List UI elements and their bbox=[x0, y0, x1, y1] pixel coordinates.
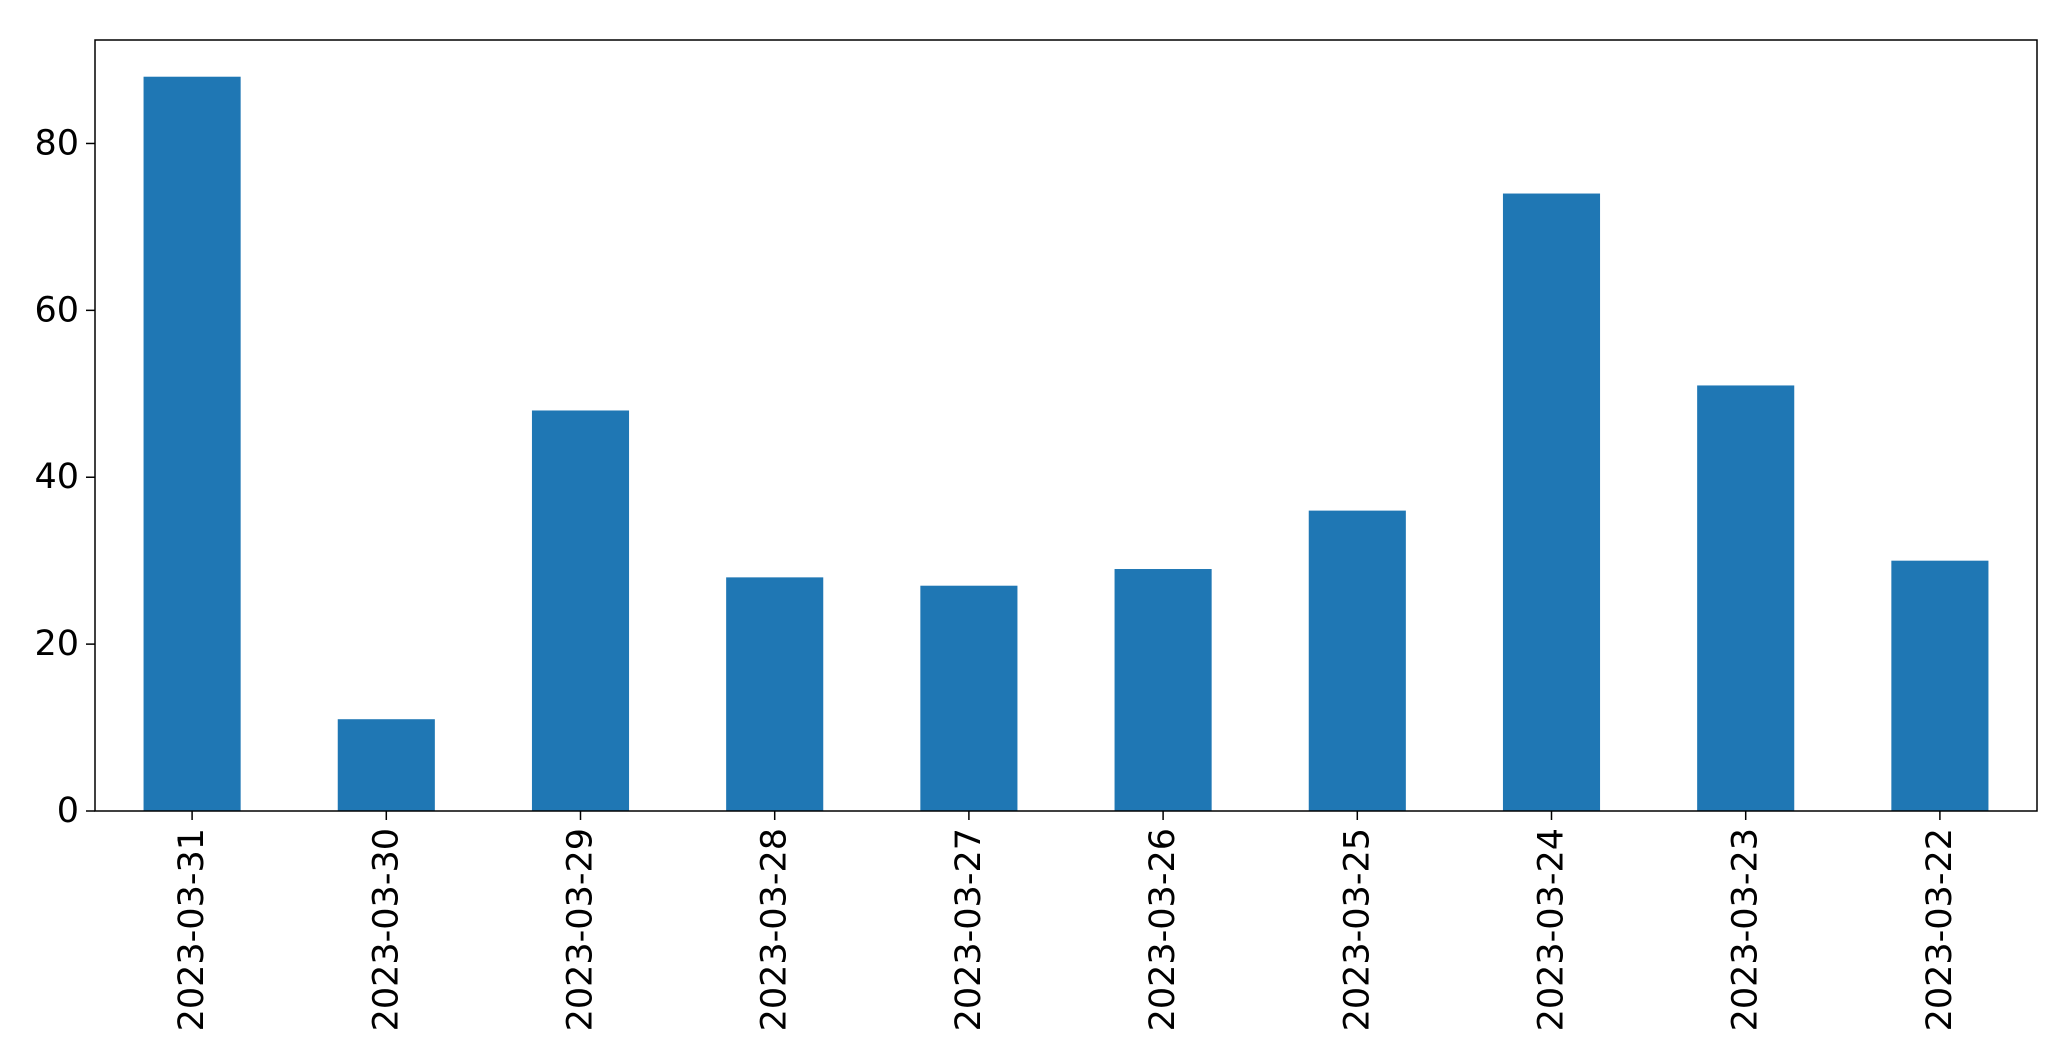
bars-group bbox=[143, 76, 1989, 811]
x-axis: 2023-03-31 2023-03-30 2023-03-29 2023-03-28… bbox=[172, 811, 1960, 1031]
y-axis: 0 20 40 60 80 bbox=[34, 123, 95, 831]
x-tick-label: 2023-03-26 bbox=[1143, 828, 1183, 1031]
x-tick-label: 2023-03-24 bbox=[1532, 828, 1572, 1031]
y-tick-label: 80 bbox=[34, 123, 79, 163]
x-tick-label: 2023-03-28 bbox=[755, 828, 795, 1031]
x-tick-label: 2023-03-22 bbox=[1920, 828, 1960, 1031]
x-tick-label: 2023-03-27 bbox=[949, 828, 989, 1031]
bar-2023-03-25 bbox=[1308, 510, 1406, 811]
x-tick-label: 2023-03-25 bbox=[1337, 828, 1377, 1031]
bar-2023-03-30 bbox=[337, 719, 435, 811]
bar-2023-03-27 bbox=[920, 585, 1018, 811]
bar-2023-03-28 bbox=[726, 577, 824, 811]
bar-2023-03-26 bbox=[1114, 569, 1212, 811]
bar-2023-03-24 bbox=[1502, 193, 1601, 811]
x-tick-label: 2023-03-29 bbox=[561, 828, 601, 1031]
y-tick-label: 0 bbox=[57, 791, 79, 831]
bar-2023-03-23 bbox=[1697, 385, 1795, 811]
plot-frame bbox=[94, 39, 2038, 812]
x-tick-label: 2023-03-31 bbox=[172, 828, 212, 1031]
y-tick-label: 40 bbox=[34, 457, 79, 497]
bar-2023-03-31 bbox=[143, 76, 241, 811]
x-tick-label: 2023-03-30 bbox=[366, 828, 406, 1031]
bar-2023-03-22 bbox=[1891, 560, 1989, 811]
y-tick-label: 60 bbox=[34, 290, 79, 330]
y-tick-label: 20 bbox=[34, 624, 79, 664]
bar-2023-03-29 bbox=[531, 410, 630, 811]
x-tick-label: 2023-03-23 bbox=[1726, 828, 1766, 1031]
